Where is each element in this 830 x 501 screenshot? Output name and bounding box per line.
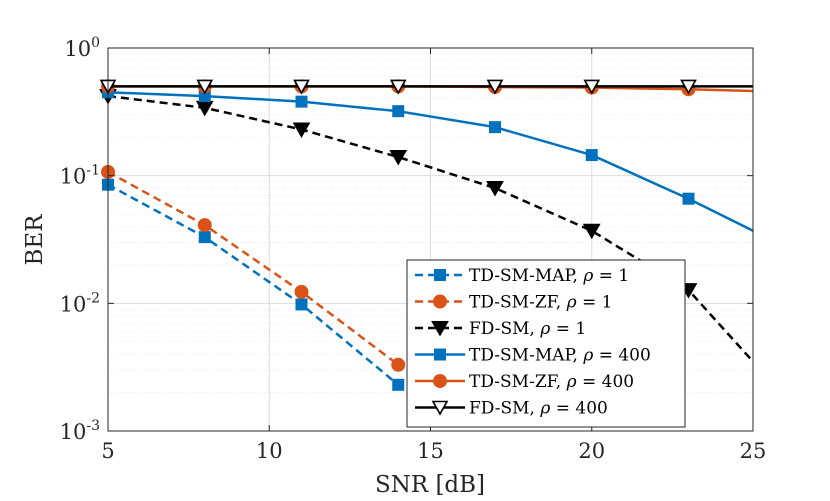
legend-box — [406, 259, 686, 428]
data-point — [295, 298, 308, 311]
axes: 5 10 15 20 25 10-3 10-2 10-1 100 — [60, 35, 767, 463]
legend: TD-SM-MAP, ρ = 1 TD-SM-ZF, ρ = 1 FD-SM, ρ … — [406, 259, 686, 428]
x-tick-label: 20 — [578, 439, 605, 463]
data-point — [391, 357, 406, 372]
legend-label: TD-SM-MAP, ρ = 1 — [469, 266, 629, 286]
data-point — [294, 284, 309, 299]
data-point — [197, 218, 212, 233]
legend-marker — [431, 400, 449, 416]
x-tick-label: 25 — [740, 439, 767, 463]
legend-label: TD-SM-MAP, ρ = 400 — [469, 346, 651, 366]
x-axis-title: SNR [dB] — [375, 472, 485, 498]
series-td-sm-map-rho-400 — [102, 86, 754, 232]
legend-marker — [431, 321, 449, 337]
data-point — [198, 231, 211, 244]
x-tick-label: 5 — [101, 439, 114, 463]
legend-label: TD-SM-ZF, ρ = 400 — [469, 372, 634, 392]
y-tick-label: 10-2 — [60, 290, 100, 316]
series-fd-sm-rho-400 — [99, 79, 753, 95]
data-point — [293, 79, 310, 95]
legend-label: FD-SM, ρ = 1 — [469, 319, 586, 339]
data-point — [489, 121, 501, 134]
series-td-sm-zf-rho-1 — [101, 164, 406, 372]
data-point — [392, 378, 405, 391]
legend-marker — [434, 348, 446, 361]
data-point — [292, 122, 311, 138]
y-tick-label: 10-1 — [60, 163, 100, 189]
data-point — [582, 223, 601, 240]
data-point — [295, 95, 308, 108]
data-point — [680, 79, 697, 95]
data-point — [486, 181, 504, 197]
x-tick-label: 10 — [256, 439, 283, 463]
data-point — [486, 79, 504, 95]
data-point — [585, 149, 598, 162]
series-line — [107, 170, 400, 366]
data-point — [196, 79, 214, 95]
y-tick-label: 100 — [64, 35, 100, 61]
y-tick-label: 10-3 — [60, 418, 100, 444]
legend-marker — [434, 269, 446, 281]
y-axis-title: BER — [22, 214, 48, 266]
series-line — [107, 91, 754, 232]
legend-marker — [433, 294, 447, 309]
data-point — [389, 150, 408, 166]
series-line — [107, 183, 400, 386]
data-point — [583, 79, 601, 95]
legend-label: TD-SM-ZF, ρ = 1 — [469, 293, 612, 313]
legend-marker — [433, 374, 447, 388]
data-point — [389, 79, 407, 95]
data-point — [392, 105, 405, 118]
legend-label: FD-SM, ρ = 400 — [469, 399, 608, 419]
data-point — [682, 192, 695, 205]
x-tick-label: 15 — [417, 439, 444, 463]
